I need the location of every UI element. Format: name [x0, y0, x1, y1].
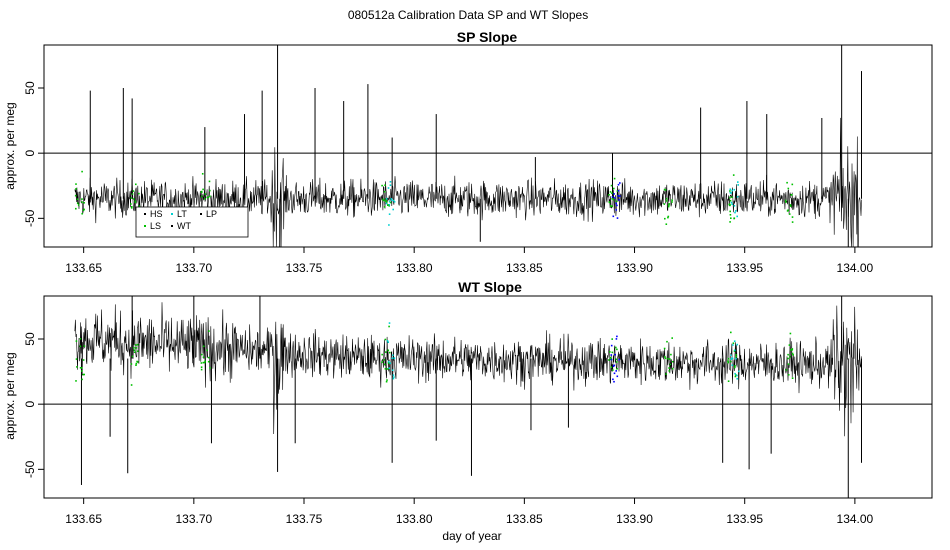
wt-plot-frame	[43, 295, 933, 499]
wt-xtick-label-4: 133.85	[506, 512, 543, 526]
wt-calibration-marker-7	[663, 337, 674, 375]
sp-legend-swatch-0	[144, 213, 146, 215]
sp-legend-label-4: WT	[177, 221, 191, 231]
wt-slope-ylabel: approx. per meg	[3, 352, 17, 439]
sp-ytick-label-2: 50	[23, 81, 37, 95]
sp-slope-series-line	[74, 117, 862, 247]
sp-legend-label-1: LT	[177, 209, 187, 219]
wt-slope-panel: WT Slope approx. per meg 133.65 133.70 133…	[3, 279, 933, 526]
sp-slope-panel: SP Slope approx. per meg 133.65 133.70 133…	[3, 29, 933, 275]
sp-legend-swatch-1	[171, 213, 173, 215]
sp-xtick-label-2: 133.75	[286, 261, 323, 275]
sp-calibration-marker-6	[611, 182, 621, 219]
sp-legend-swatch-3	[144, 225, 146, 227]
wt-xtick-label-1: 133.70	[175, 512, 212, 526]
sp-xtick-label-1: 133.70	[175, 261, 212, 275]
sp-legend-swatch-2	[200, 213, 202, 215]
sp-calibration-marker-3	[381, 184, 392, 208]
sp-calibration-marker-10	[784, 181, 794, 223]
sp-slope-plot-area: 133.65 133.70 133.75 133.80 133.85 133.90 133.…	[23, 44, 933, 275]
wt-calibration-marker-2	[200, 330, 211, 371]
sp-xtick-label-3: 133.80	[396, 261, 433, 275]
sp-legend-swatch-4	[171, 225, 173, 227]
sp-calibration-marker-0	[74, 170, 85, 215]
sp-plot-frame	[43, 44, 933, 248]
wt-slope-title: WT Slope	[458, 279, 522, 295]
sp-slope-ylabel: approx. per meg	[3, 102, 17, 189]
sp-xtick-label-7: 134.00	[837, 261, 874, 275]
x-axis-label: day of year	[442, 529, 501, 543]
sp-xtick-label-0: 133.65	[65, 261, 102, 275]
wt-slope-series-line	[74, 302, 862, 437]
sp-xtick-label-5: 133.90	[616, 261, 653, 275]
sp-slope-title: SP Slope	[457, 29, 518, 45]
wt-ytick-label-2: 50	[23, 332, 37, 346]
wt-xtick-label-2: 133.75	[286, 512, 323, 526]
wt-ytick-label-1: 0	[23, 401, 37, 408]
sp-xtick-label-6: 133.95	[726, 261, 763, 275]
sp-legend: HS LT LP LS WT	[135, 206, 249, 238]
wt-calibration-marker-9	[730, 340, 740, 380]
sp-legend-label-3: LS	[150, 221, 161, 231]
wt-calibration-marker-10	[785, 332, 794, 379]
wt-calibration-marker-0	[75, 338, 86, 382]
wt-slope-plot-area: 133.65 133.70 133.75 133.80 133.85 133.90 133.…	[23, 295, 933, 526]
sp-xtick-label-4: 133.85	[506, 261, 543, 275]
wt-calibration-marker-1	[130, 343, 139, 386]
sp-calibration-marker-8	[728, 174, 736, 223]
wt-calibration-marker-4	[386, 322, 396, 380]
wt-xtick-label-0: 133.65	[65, 512, 102, 526]
wt-calibration-marker-6	[610, 335, 620, 383]
sp-calibration-marker-7	[663, 188, 673, 225]
sp-ytick-label-0: -50	[23, 209, 37, 227]
sp-ytick-label-1: 0	[23, 150, 37, 157]
sp-legend-label-0: HS	[150, 209, 163, 219]
wt-calibration-marker-3	[381, 325, 391, 383]
wt-xtick-label-3: 133.80	[396, 512, 433, 526]
wt-xtick-label-5: 133.90	[616, 512, 653, 526]
wt-xtick-label-6: 133.95	[726, 512, 763, 526]
wt-xtick-label-7: 134.00	[837, 512, 874, 526]
sp-calibration-marker-9	[729, 181, 739, 218]
sp-calibration-marker-5	[608, 177, 619, 208]
sp-legend-label-2: LP	[206, 209, 217, 219]
sp-calibration-marker-4	[385, 181, 396, 226]
wt-ytick-label-0: -50	[23, 460, 37, 478]
figure-suptitle: 080512a Calibration Data SP and WT Slope…	[348, 8, 588, 22]
